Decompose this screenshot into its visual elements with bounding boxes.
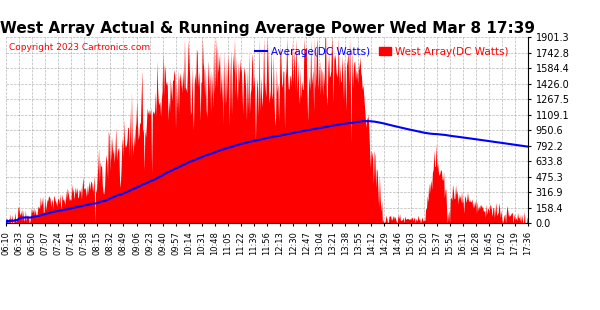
Title: West Array Actual & Running Average Power Wed Mar 8 17:39: West Array Actual & Running Average Powe…	[0, 21, 535, 36]
Legend: Average(DC Watts), West Array(DC Watts): Average(DC Watts), West Array(DC Watts)	[251, 42, 513, 61]
Text: Copyright 2023 Cartronics.com: Copyright 2023 Cartronics.com	[8, 43, 150, 52]
